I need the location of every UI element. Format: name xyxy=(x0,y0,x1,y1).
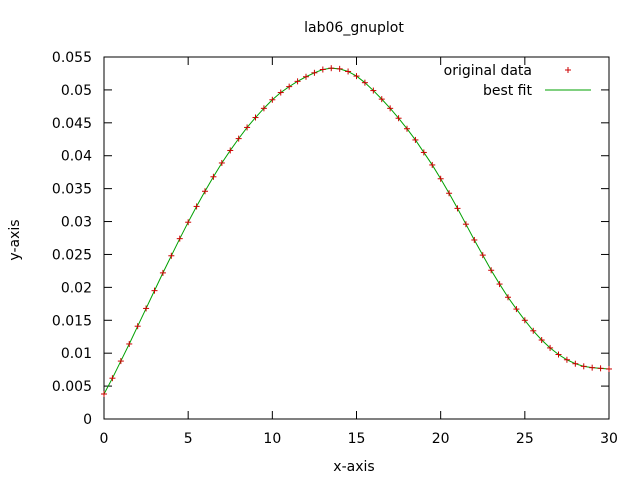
data-point xyxy=(319,66,326,73)
x-tick-label: 5 xyxy=(184,431,193,447)
y-axis-label: y-axis xyxy=(7,219,23,260)
data-point xyxy=(505,294,511,301)
x-axis-ticks: 0 5 10 15 20 25 30 xyxy=(100,57,618,447)
legend-marker-original-data xyxy=(565,67,571,73)
best-fit-series xyxy=(103,67,610,395)
data-point xyxy=(370,87,377,94)
y-tick-label: 0 xyxy=(83,412,92,428)
data-point xyxy=(126,340,133,347)
data-point xyxy=(336,65,343,72)
original-data-series xyxy=(101,65,612,397)
y-tick-label: 0.025 xyxy=(52,247,92,263)
chart-title: lab06_gnuplot xyxy=(304,20,404,36)
x-tick-label: 10 xyxy=(263,431,281,447)
x-axis-label: x-axis xyxy=(333,459,374,475)
data-point xyxy=(345,68,352,75)
x-tick-label: 20 xyxy=(432,431,450,447)
data-point xyxy=(109,375,116,382)
data-point xyxy=(471,236,478,243)
data-point xyxy=(252,114,259,121)
y-tick-label: 0.055 xyxy=(52,50,92,66)
data-point xyxy=(420,149,427,156)
data-point xyxy=(235,135,242,142)
data-point xyxy=(117,358,124,365)
y-tick-label: 0.035 xyxy=(52,182,92,198)
data-point xyxy=(521,317,528,324)
data-point xyxy=(286,83,293,90)
data-point xyxy=(589,364,596,371)
data-point xyxy=(193,203,200,210)
x-tick-label: 15 xyxy=(348,431,366,447)
data-point xyxy=(328,65,335,72)
data-point xyxy=(269,96,276,103)
legend-label-best-fit: best fit xyxy=(483,83,533,99)
data-point xyxy=(404,125,410,132)
y-axis-ticks: 0 0.005 0.01 0.015 0.02 0.025 0.03 0.035 0.04 0.0… xyxy=(52,50,609,428)
data-point xyxy=(378,96,385,103)
data-point xyxy=(294,78,301,85)
data-point xyxy=(454,205,461,212)
data-point xyxy=(151,287,158,294)
y-tick-label: 0.04 xyxy=(61,149,92,165)
best-fit-line xyxy=(103,67,610,395)
data-point xyxy=(547,344,554,351)
data-point xyxy=(101,390,107,397)
y-tick-label: 0.015 xyxy=(52,313,92,329)
data-point xyxy=(176,235,183,242)
data-point xyxy=(429,161,436,168)
data-point xyxy=(353,73,360,80)
data-point xyxy=(311,69,318,76)
data-point xyxy=(361,79,368,86)
data-point xyxy=(244,124,251,131)
data-point xyxy=(555,351,562,358)
x-tick-label: 30 xyxy=(600,431,618,447)
data-point xyxy=(210,173,217,180)
data-point xyxy=(395,115,402,122)
data-point xyxy=(277,89,284,96)
data-point xyxy=(202,188,208,195)
y-tick-label: 0.05 xyxy=(61,83,92,99)
data-point xyxy=(530,327,537,334)
y-tick-label: 0.01 xyxy=(61,346,92,362)
data-point xyxy=(227,147,234,154)
y-tick-label: 0.045 xyxy=(52,116,92,132)
data-point xyxy=(303,73,309,80)
x-tick-label: 25 xyxy=(516,431,534,447)
data-point xyxy=(387,105,394,112)
data-point xyxy=(538,337,545,344)
y-tick-label: 0.03 xyxy=(61,215,92,231)
data-point xyxy=(218,159,225,166)
data-point xyxy=(437,175,444,182)
data-point xyxy=(134,323,141,330)
data-point xyxy=(597,365,604,372)
data-point xyxy=(185,219,192,226)
data-point xyxy=(412,136,419,143)
data-point xyxy=(580,363,587,370)
data-point xyxy=(606,365,612,372)
data-point xyxy=(563,356,570,363)
data-point xyxy=(446,190,453,197)
data-point xyxy=(572,360,579,367)
data-point xyxy=(513,306,520,313)
data-point xyxy=(488,267,495,274)
data-point xyxy=(159,269,166,276)
x-tick-label: 0 xyxy=(100,431,109,447)
data-point xyxy=(143,305,150,312)
y-tick-label: 0.02 xyxy=(61,280,92,296)
legend: original data best fit xyxy=(444,63,591,99)
data-point xyxy=(260,105,267,112)
data-point xyxy=(479,252,486,259)
data-point xyxy=(496,281,503,288)
y-tick-label: 0.005 xyxy=(52,379,92,395)
data-point xyxy=(462,221,469,228)
data-point xyxy=(168,252,175,259)
legend-label-original-data: original data xyxy=(444,63,532,79)
